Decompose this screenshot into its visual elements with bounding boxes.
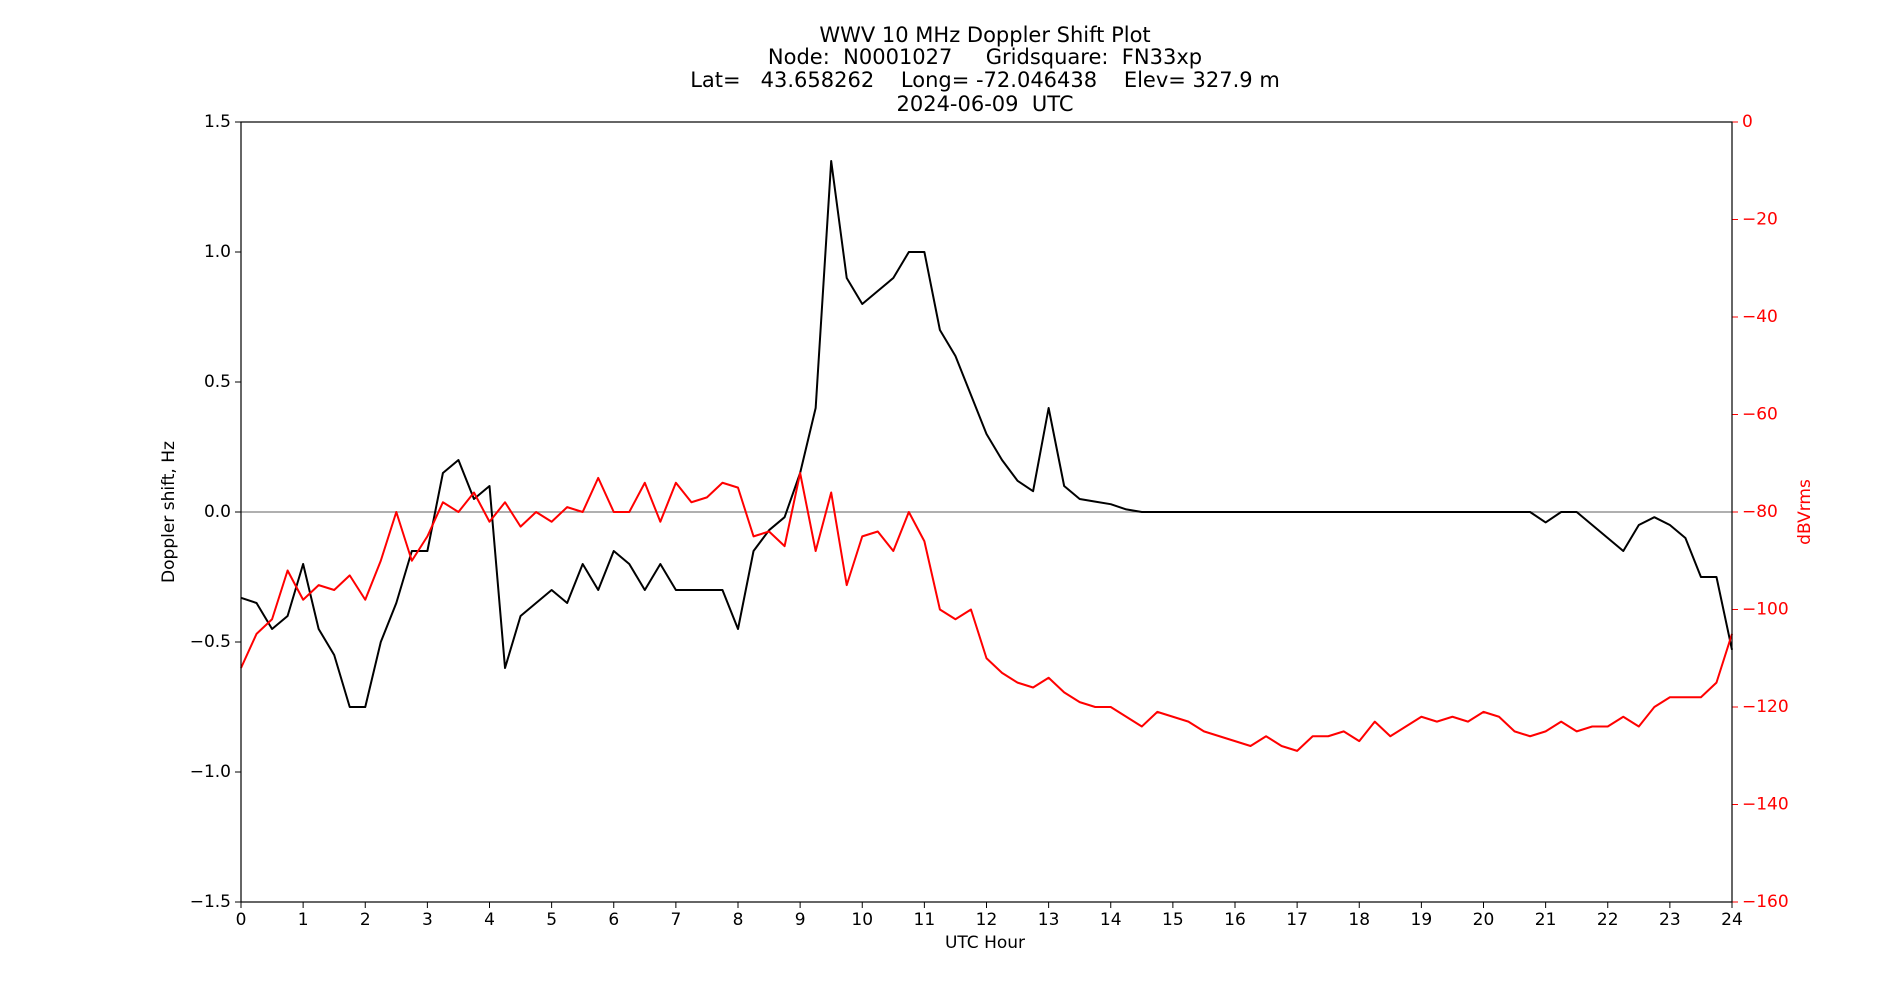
y2-tick-label: −160 — [1742, 892, 1789, 912]
y-axis-label: Doppler shift, Hz — [159, 441, 179, 583]
y-tick-label: 1.0 — [204, 242, 231, 262]
x-tick-label: 12 — [976, 910, 998, 930]
x-tick-label: 5 — [546, 910, 557, 930]
x-tick-label: 3 — [422, 910, 433, 930]
y2-tick-label: −100 — [1742, 600, 1789, 620]
x-tick-label: 2 — [360, 910, 371, 930]
x-tick-label: 22 — [1597, 910, 1619, 930]
chart-title: 2024-06-09 UTC — [896, 92, 1073, 116]
x-tick-label: 0 — [236, 910, 247, 930]
x-tick-label: 15 — [1162, 910, 1184, 930]
x-tick-label: 8 — [733, 910, 744, 930]
chart-title: Lat= 43.658262 Long= -72.046438 Elev= 32… — [690, 68, 1280, 92]
series-line — [240, 160, 1733, 708]
y-tick-label: −1.5 — [190, 892, 231, 912]
x-axis-label: UTC Hour — [945, 933, 1025, 953]
x-tick-label: 21 — [1535, 910, 1557, 930]
y2-tick-label: −20 — [1742, 210, 1778, 230]
y-tick-label: −1.0 — [190, 762, 231, 782]
x-tick-label: 10 — [851, 910, 873, 930]
chart-title: Node: N0001027 Gridsquare: FN33xp — [768, 45, 1202, 69]
x-tick-label: 4 — [484, 910, 495, 930]
x-tick-label: 7 — [670, 910, 681, 930]
y2-axis-label: dBVrms — [1795, 479, 1815, 545]
y2-tick-label: −80 — [1742, 502, 1778, 522]
x-tick-label: 6 — [608, 910, 619, 930]
x-tick-label: 9 — [795, 910, 806, 930]
x-tick-label: 20 — [1473, 910, 1495, 930]
x-tick-label: 13 — [1038, 910, 1060, 930]
y2-tick-label: −40 — [1742, 307, 1778, 327]
x-tick-label: 18 — [1348, 910, 1370, 930]
y-tick-label: 0.0 — [204, 502, 231, 522]
x-tick-label: 19 — [1411, 910, 1433, 930]
y2-tick-label: 0 — [1742, 112, 1753, 132]
chart-title: WWV 10 MHz Doppler Shift Plot — [819, 23, 1150, 47]
x-tick-label: 1 — [298, 910, 309, 930]
x-tick-label: 16 — [1224, 910, 1246, 930]
x-tick-label: 24 — [1721, 910, 1743, 930]
y-tick-label: −0.5 — [190, 632, 231, 652]
x-tick-label: 11 — [914, 910, 936, 930]
x-tick-label: 23 — [1659, 910, 1681, 930]
x-tick-label: 17 — [1286, 910, 1308, 930]
y2-tick-label: −140 — [1742, 795, 1789, 815]
x-tick-label: 14 — [1100, 910, 1122, 930]
y2-tick-label: −120 — [1742, 697, 1789, 717]
y-tick-label: 0.5 — [204, 372, 231, 392]
y2-tick-label: −60 — [1742, 405, 1778, 425]
plot-frame — [240, 121, 1733, 903]
y-tick-label: 1.5 — [204, 112, 231, 132]
series-line — [240, 472, 1733, 752]
